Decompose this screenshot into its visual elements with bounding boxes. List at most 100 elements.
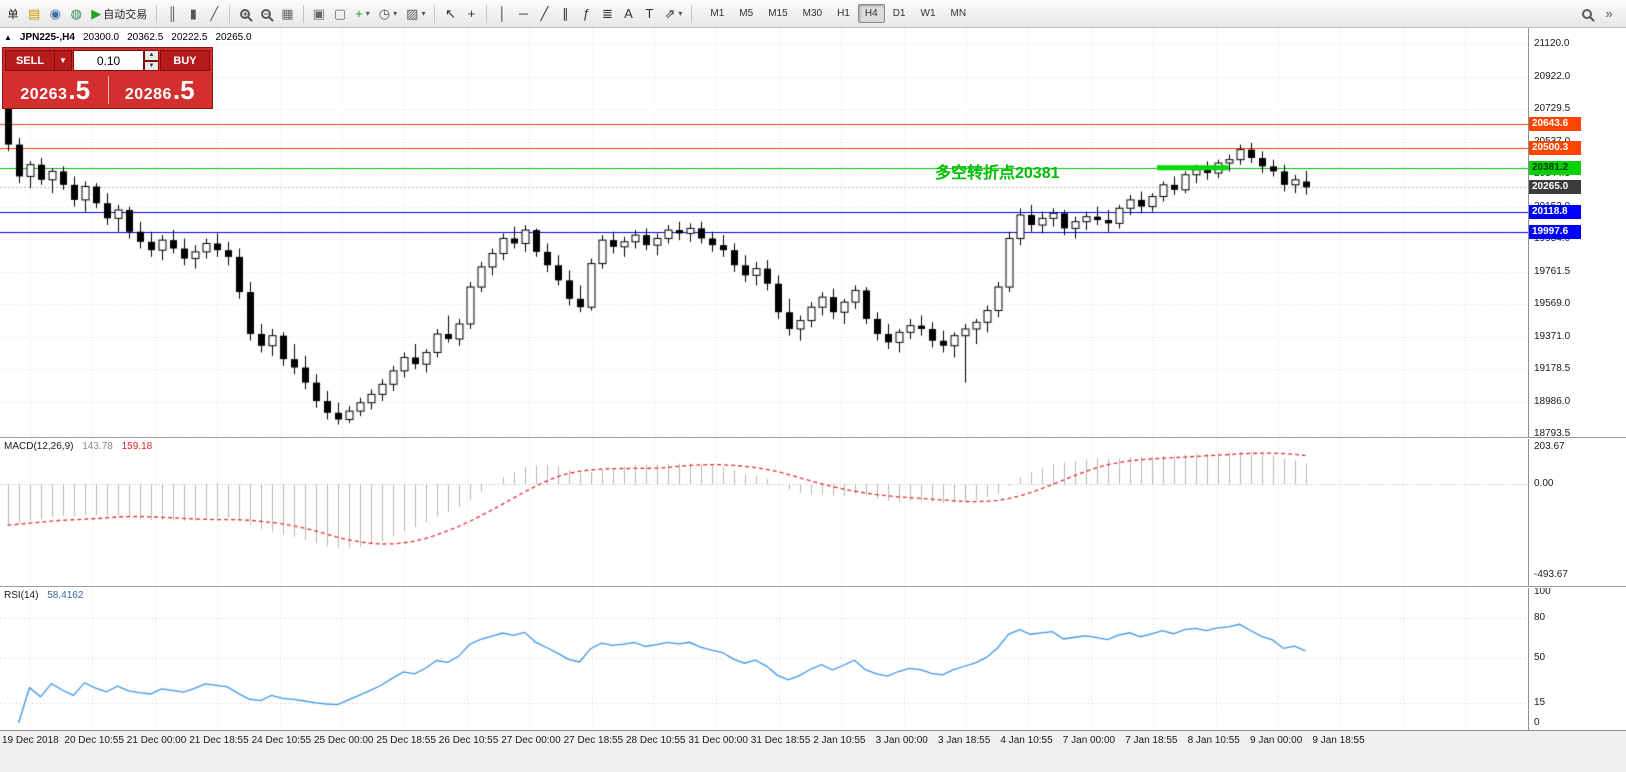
search-icon[interactable] xyxy=(1577,3,1597,25)
bar-chart-mode-icon[interactable]: ║ xyxy=(162,3,182,25)
dropdown-caret-icon: ▾ xyxy=(393,9,398,18)
cursor-icon: ↖ xyxy=(445,6,456,21)
macd-signal-value: 159.18 xyxy=(121,441,153,452)
sell-button[interactable]: SELL xyxy=(5,50,55,71)
timeframe-h4[interactable]: H4 xyxy=(857,4,885,23)
buy-button[interactable]: BUY xyxy=(160,50,210,71)
time-axis-label: 27 Dec 00:00 xyxy=(501,735,561,746)
tile-windows-icon: ▦ xyxy=(281,6,294,21)
new-order-button[interactable]: 单 xyxy=(3,3,23,25)
panel-splitter[interactable] xyxy=(0,437,1626,439)
price-axis-label: 20922.0 xyxy=(1534,70,1571,82)
toolbar-overflow-icon[interactable]: » xyxy=(1599,3,1619,25)
timeframe-mn[interactable]: MN xyxy=(950,8,967,19)
time-axis-label: 4 Jan 10:55 xyxy=(1000,735,1053,746)
crosshair-icon[interactable]: + xyxy=(461,3,481,25)
rsi-axis-label: 80 xyxy=(1534,612,1546,624)
cursor-icon[interactable]: ↖ xyxy=(440,3,460,25)
shapes-icon: ≣ xyxy=(602,6,613,21)
timeframe-m15[interactable]: M15 xyxy=(768,8,788,19)
price-badge-20381.2: 20381.2 xyxy=(1529,160,1581,175)
time-axis-label: 25 Dec 18:55 xyxy=(376,735,436,746)
arrange-windows-icon[interactable]: ▣ xyxy=(309,3,329,25)
channel-icon[interactable]: ∥ xyxy=(555,3,575,25)
turning-point-annotation[interactable]: 多空转折点20381 xyxy=(935,165,1060,182)
toolbar-main-group: 单 ▤ ◉ ◍ ▶ 自动交易 ║ ▮ ╱ + − ▦ ▣ ▢ + ▾ ◷ ▾ ▨ ▾ ↖ + │ ─ ╱ ∥ ƒ ≣ A T ⇗ ▾ xyxy=(3,3,696,25)
timeframe-w1[interactable]: W1 xyxy=(920,8,936,19)
symbol-marker-icon: ▲ xyxy=(4,33,12,42)
price-axis[interactable]: 21120.020922.020729.520537.020344.520152… xyxy=(1528,28,1626,730)
sell-price-pip: .5 xyxy=(68,74,91,105)
time-axis[interactable]: 19 Dec 2018 20 Dec 10:55 21 Dec 00:00 21 De… xyxy=(0,730,1626,772)
buy-price-display[interactable]: 20286 .5 xyxy=(108,77,213,104)
community-icon[interactable]: ◍ xyxy=(66,3,86,25)
autotrading-button[interactable]: ▶ 自动交易 xyxy=(87,3,151,25)
price-badge-20500.3: 20500.3 xyxy=(1529,140,1581,155)
arrows-icon[interactable]: ⇗ ▾ xyxy=(660,3,686,25)
new-order-button-label: 单 xyxy=(7,8,19,21)
charts-icon[interactable]: ▤ xyxy=(24,3,44,25)
price-badge-20643.6: 20643.6 xyxy=(1529,116,1581,131)
autotrading-button: ▶ xyxy=(91,6,102,21)
fibonacci-icon: ƒ xyxy=(582,6,591,21)
volume-input[interactable] xyxy=(73,50,144,71)
autotrading-button-label: 自动交易 xyxy=(103,8,148,21)
toolbar-separator xyxy=(486,4,488,23)
price-divider xyxy=(107,76,109,104)
rsi-value: 58.4162 xyxy=(47,590,84,601)
crosshair-icon: + xyxy=(467,6,476,21)
toolbar: 单 ▤ ◉ ◍ ▶ 自动交易 ║ ▮ ╱ + − ▦ ▣ ▢ + ▾ ◷ ▾ ▨ ▾ ↖ + │ ─ ╱ ∥ ƒ ≣ A T ⇗ ▾ M1 M5… xyxy=(0,0,1626,28)
time-axis-label: 8 Jan 10:55 xyxy=(1187,735,1240,746)
toolbar-separator xyxy=(434,4,436,23)
charts-icon: ▤ xyxy=(28,6,41,21)
vertical-line-icon[interactable]: │ xyxy=(492,3,512,25)
profile-icon: ◉ xyxy=(49,6,61,21)
macd-label: MACD(12,26,9) xyxy=(4,441,74,452)
shapes-icon[interactable]: ≣ xyxy=(597,3,617,25)
cascade-windows-icon[interactable]: ▢ xyxy=(330,3,350,25)
main-chart-canvas[interactable] xyxy=(0,28,1528,437)
profiles-icon: ◷ xyxy=(378,6,391,21)
line-chart-mode-icon[interactable]: ╱ xyxy=(204,3,224,25)
one-click-trading-widget: SELL ▼ ▲ ▼ BUY 20263 .5 20286 .5 xyxy=(2,47,213,109)
timeframe-m1[interactable]: M1 xyxy=(710,8,725,19)
timeframe-h1[interactable]: H1 xyxy=(837,8,850,19)
timeframe-m30[interactable]: M30 xyxy=(802,8,823,19)
sell-price-display[interactable]: 20263 .5 xyxy=(3,77,108,104)
indicators-icon[interactable]: ▨ ▾ xyxy=(402,3,429,25)
tile-windows-icon[interactable]: ▦ xyxy=(277,3,297,25)
macd-canvas[interactable] xyxy=(0,439,1528,586)
volume-increase-button[interactable]: ▲ xyxy=(144,50,159,61)
label-icon[interactable]: T xyxy=(639,3,659,25)
horizontal-line-icon[interactable]: ─ xyxy=(513,3,533,25)
dropdown-caret-icon: ▾ xyxy=(678,9,683,18)
price-axis-label: 19761.5 xyxy=(1534,265,1571,277)
time-axis-label: 28 Dec 10:55 xyxy=(626,735,686,746)
panel-splitter[interactable] xyxy=(0,586,1626,588)
zoom-in-icon[interactable]: + xyxy=(235,3,255,25)
trendline-icon[interactable]: ╱ xyxy=(534,3,554,25)
trade-widget-controls: SELL ▼ ▲ ▼ BUY xyxy=(3,48,212,72)
text-icon[interactable]: A xyxy=(618,3,638,25)
rsi-label: RSI(14) xyxy=(4,590,39,601)
candlestick-mode-icon: ▮ xyxy=(189,6,197,21)
timeframe-m5[interactable]: M5 xyxy=(739,8,754,19)
time-axis-label: 21 Dec 18:55 xyxy=(189,735,249,746)
time-axis-label: 9 Jan 00:00 xyxy=(1250,735,1303,746)
candlestick-mode-icon[interactable]: ▮ xyxy=(183,3,203,25)
rsi-canvas[interactable] xyxy=(0,588,1528,730)
price-axis-label: 19371.0 xyxy=(1534,330,1571,342)
new-chart-icon[interactable]: + ▾ xyxy=(351,3,374,25)
timeframe-d1[interactable]: D1 xyxy=(892,8,906,19)
macd-axis-label: 0.00 xyxy=(1534,478,1554,490)
price-badge-20118.8: 20118.8 xyxy=(1529,204,1581,219)
profile-icon[interactable]: ◉ xyxy=(45,3,65,25)
volume-decrease-button[interactable]: ▼ xyxy=(144,60,159,71)
profiles-icon[interactable]: ◷ ▾ xyxy=(375,3,401,25)
fibonacci-icon[interactable]: ƒ xyxy=(576,3,596,25)
buy-price-main: 20286 xyxy=(124,85,172,103)
time-axis-label: 3 Jan 18:55 xyxy=(938,735,991,746)
trade-options-caret-icon[interactable]: ▼ xyxy=(55,50,72,71)
zoom-out-icon[interactable]: − xyxy=(256,3,276,25)
macd-axis-label: 203.67 xyxy=(1534,441,1565,452)
